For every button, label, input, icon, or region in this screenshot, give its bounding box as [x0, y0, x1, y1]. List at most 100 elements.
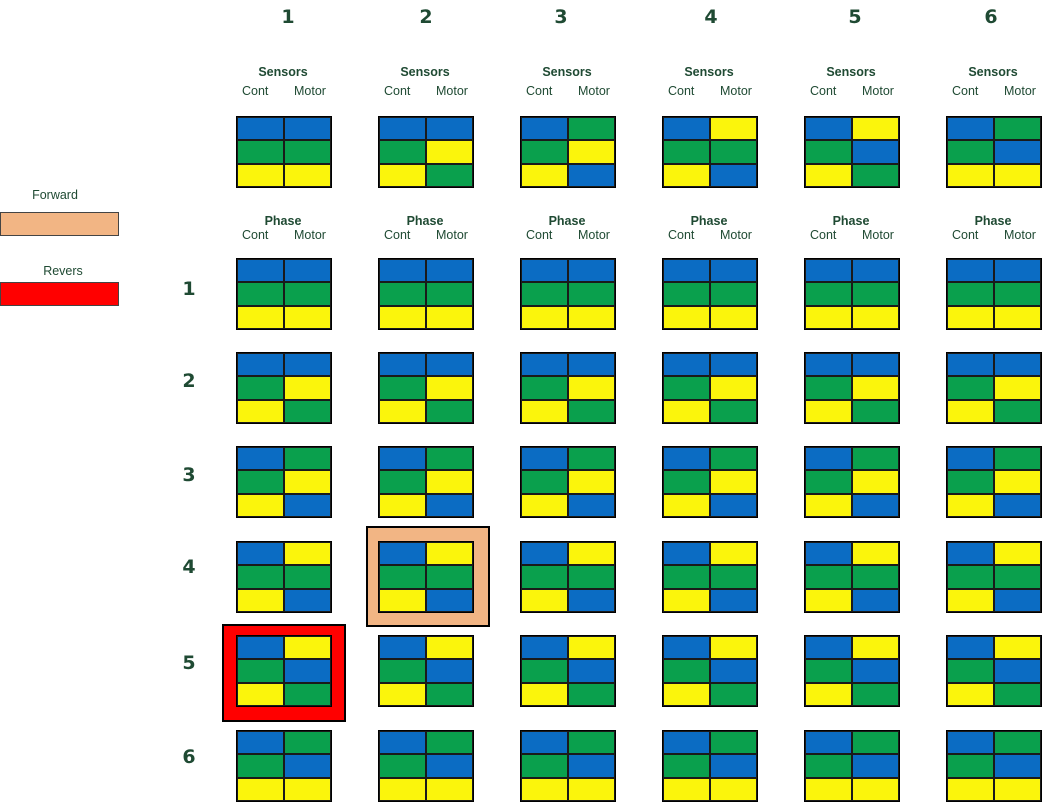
sensor-grid-2 [378, 116, 474, 188]
phase-grid-r2-c3 [520, 352, 616, 424]
phase-grid-r4-c4-cell-1 [663, 542, 710, 566]
phase-grid-r1-c5-cell-5 [805, 305, 852, 329]
phase-grid-r3-c2-cell-2 [426, 447, 473, 471]
phase-grid-r3-c3-cell-4 [568, 470, 615, 494]
phase-grid-r6-c5-cell-1 [805, 731, 852, 755]
phase-grid-r6-c3-cell-2 [568, 731, 615, 755]
phase-grid-r3-c3-cell-5 [521, 493, 568, 517]
sensors-header-motor-label-1: Motor [294, 84, 326, 98]
sensors-header-cont-label-3: Cont [526, 84, 553, 98]
phase-grid-r5-c2-cell-5 [379, 682, 426, 706]
phase-grid-r4-c1-cell-5 [237, 588, 284, 612]
sensor-grid-3 [520, 116, 616, 188]
phase-grid-r2-c4-cell-6 [710, 399, 757, 423]
sensor-grid-4-cell-3 [663, 140, 710, 164]
phase-grid-r4-c5-cell-4 [852, 565, 899, 589]
legend-forward-label: Forward [32, 188, 78, 202]
phase-grid-r5-c4-cell-2 [710, 636, 757, 660]
phase-grid-r4-c5-cell-6 [852, 588, 899, 612]
phase-grid-r6-c4-cell-4 [710, 754, 757, 778]
phase-grid-r2-c1-cell-2 [284, 353, 331, 377]
sensors-header-title-5: Sensors [826, 65, 876, 79]
phase-grid-r2-c6-cell-4 [994, 376, 1041, 400]
phase-grid-r2-c4-cell-5 [663, 399, 710, 423]
phase-grid-r1-c2-cell-5 [379, 305, 426, 329]
phase-header-cont-label-3: Cont [526, 228, 553, 242]
phase-grid-r3-c1-cell-5 [237, 493, 284, 517]
phase-grid-r4-c6-cell-6 [994, 588, 1041, 612]
sensors-header-title-3: Sensors [542, 65, 592, 79]
phase-grid-r4-c3-cell-4 [568, 565, 615, 589]
sensors-header-cont-label-5: Cont [810, 84, 837, 98]
phase-grid-r2-c6-cell-6 [994, 399, 1041, 423]
phase-grid-r4-c5 [804, 541, 900, 613]
phase-grid-r3-c1-cell-1 [237, 447, 284, 471]
phase-grid-r4-c3-cell-1 [521, 542, 568, 566]
phase-grid-r2-c4-cell-1 [663, 353, 710, 377]
phase-header-title-1: Phase [264, 214, 302, 228]
sensor-grid-5-cell-6 [852, 163, 899, 187]
sensors-header-title-2: Sensors [400, 65, 450, 79]
phase-grid-r5-c6-cell-2 [994, 636, 1041, 660]
phase-grid-r1-c3-cell-5 [521, 305, 568, 329]
phase-grid-r6-c3 [520, 730, 616, 802]
sensor-grid-4 [662, 116, 758, 188]
phase-grid-r5-c1 [236, 635, 332, 707]
phase-grid-r3-c2 [378, 446, 474, 518]
phase-grid-r1-c3-cell-1 [521, 259, 568, 283]
phase-grid-r6-c6 [946, 730, 1042, 802]
phase-grid-r6-c5-cell-6 [852, 777, 899, 801]
sensor-grid-1-cell-1 [237, 117, 284, 141]
phase-header-motor-label-4: Motor [720, 228, 752, 242]
phase-grid-r2-c4-cell-3 [663, 376, 710, 400]
phase-grid-r1-c6 [946, 258, 1042, 330]
phase-grid-r1-c6-cell-6 [994, 305, 1041, 329]
phase-grid-r1-c2 [378, 258, 474, 330]
phase-grid-r2-c2 [378, 352, 474, 424]
phase-header-cont-label-2: Cont [384, 228, 411, 242]
phase-grid-r1-c1-cell-6 [284, 305, 331, 329]
phase-grid-r5-c6-cell-4 [994, 659, 1041, 683]
phase-grid-r3-c5-cell-5 [805, 493, 852, 517]
phase-grid-r3-c6-cell-5 [947, 493, 994, 517]
phase-grid-r1-c6-cell-2 [994, 259, 1041, 283]
phase-grid-r2-c5-cell-3 [805, 376, 852, 400]
sensor-grid-4-cell-2 [710, 117, 757, 141]
phase-grid-r6-c5-cell-4 [852, 754, 899, 778]
sensor-grid-3-cell-1 [521, 117, 568, 141]
phase-grid-r2-c3-cell-4 [568, 376, 615, 400]
sensor-grid-2-cell-1 [379, 117, 426, 141]
phase-grid-r5-c1-cell-1 [237, 636, 284, 660]
phase-grid-r1-c4-cell-5 [663, 305, 710, 329]
phase-grid-r3-c1-cell-6 [284, 493, 331, 517]
sensors-header-title-4: Sensors [684, 65, 734, 79]
sensor-grid-2-cell-4 [426, 140, 473, 164]
phase-grid-r6-c1-cell-6 [284, 777, 331, 801]
phase-grid-r6-c2 [378, 730, 474, 802]
phase-grid-r6-c4-cell-5 [663, 777, 710, 801]
phase-grid-r2-c6-cell-5 [947, 399, 994, 423]
phase-grid-r1-c1 [236, 258, 332, 330]
phase-grid-r6-c1 [236, 730, 332, 802]
phase-grid-r4-c4-cell-5 [663, 588, 710, 612]
phase-grid-r4-c3 [520, 541, 616, 613]
phase-grid-r1-c2-cell-2 [426, 259, 473, 283]
phase-grid-r2-c5-cell-2 [852, 353, 899, 377]
phase-grid-r3-c1-cell-2 [284, 447, 331, 471]
phase-grid-r3-c3 [520, 446, 616, 518]
phase-grid-r2-c6-cell-2 [994, 353, 1041, 377]
phase-grid-r6-c1-cell-1 [237, 731, 284, 755]
phase-grid-r2-c1-cell-3 [237, 376, 284, 400]
phase-grid-r3-c2-cell-6 [426, 493, 473, 517]
phase-grid-r4-c4-cell-3 [663, 565, 710, 589]
phase-grid-r4-c6-cell-3 [947, 565, 994, 589]
sensors-header-cont-label-2: Cont [384, 84, 411, 98]
phase-header-motor-label-2: Motor [436, 228, 468, 242]
sensor-grid-6 [946, 116, 1042, 188]
phase-grid-r1-c5-cell-2 [852, 259, 899, 283]
phase-grid-r3-c5-cell-4 [852, 470, 899, 494]
phase-grid-r4-c2-cell-5 [379, 588, 426, 612]
phase-grid-r5-c2-cell-6 [426, 682, 473, 706]
sensors-header-title-1: Sensors [258, 65, 308, 79]
sensor-grid-1-cell-2 [284, 117, 331, 141]
